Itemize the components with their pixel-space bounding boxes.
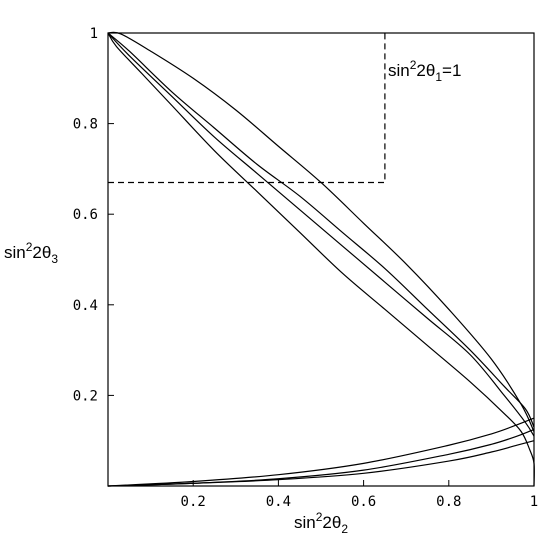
y-tick-label: 0.2	[73, 388, 98, 404]
x-tick-label: 0.8	[436, 494, 461, 510]
y-tick-label: 0.6	[73, 207, 98, 223]
y-tick-label: 1	[90, 26, 98, 42]
series-curve-4	[107, 440, 535, 487]
x-axis-label: sin22θ2	[294, 510, 348, 536]
annotation-label: sin22θ1=1	[388, 58, 461, 84]
series-curve-2	[107, 32, 535, 428]
series-curve-6	[107, 417, 535, 487]
x-tick-label: 0.6	[351, 494, 376, 510]
x-tick-label: 0.2	[181, 494, 206, 510]
plot-frame	[107, 32, 535, 487]
series-layer	[107, 31, 535, 487]
y-axis-label: sin22θ3	[4, 240, 58, 266]
series-curve-1	[107, 32, 535, 437]
dashed-boundary-line	[108, 33, 386, 184]
x-ticks: 0.2 0.4 0.6 0.8 1	[181, 480, 538, 510]
y-tick-label: 0.4	[73, 298, 98, 314]
series-curve-0	[107, 32, 535, 487]
x-tick-label: 0.4	[266, 494, 291, 510]
x-tick-label: 1	[530, 494, 538, 510]
y-tick-label: 0.8	[73, 117, 98, 133]
y-ticks: 0.2 0.4 0.6 0.8 1	[73, 26, 114, 404]
